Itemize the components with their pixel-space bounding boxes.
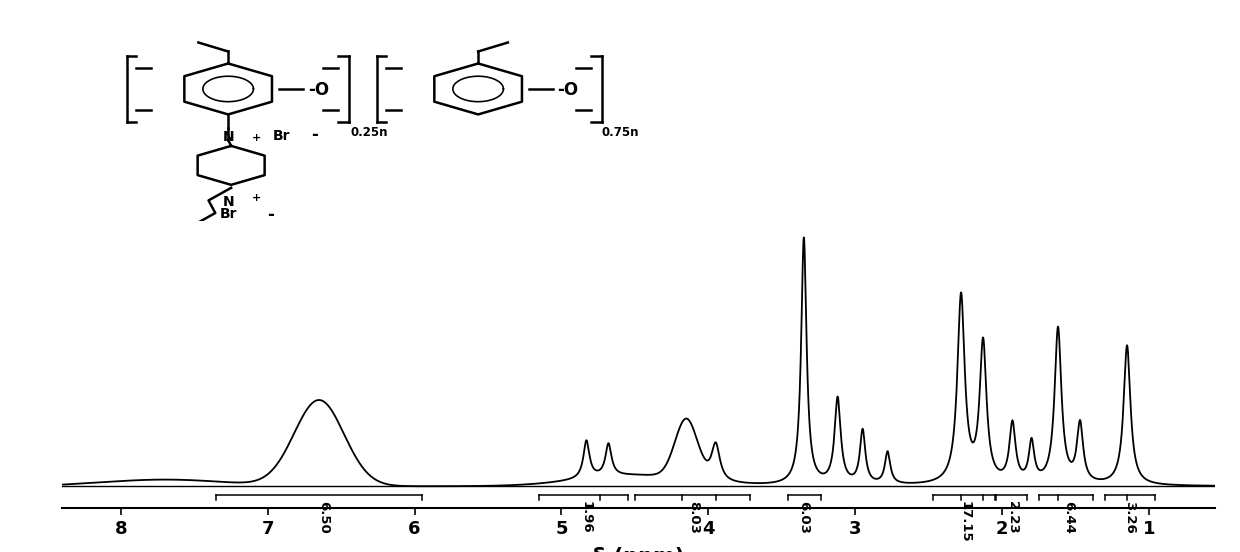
Text: +: + [252,193,262,203]
Text: 0.75n: 0.75n [601,126,640,140]
Text: -O: -O [557,81,578,99]
Text: -: - [267,206,274,225]
Text: Br: Br [219,208,237,221]
Text: 2.23: 2.23 [1006,501,1019,534]
Text: 1.96: 1.96 [580,501,593,534]
Text: 0.25n: 0.25n [350,126,388,140]
Text: 6.03: 6.03 [797,501,811,534]
Text: N: N [222,130,234,145]
Text: Br: Br [273,129,290,143]
Text: 17.15: 17.15 [959,501,972,543]
X-axis label: δ (ppm): δ (ppm) [593,546,684,552]
Text: 3.26: 3.26 [1123,501,1137,534]
Text: 6.50: 6.50 [317,501,330,534]
Text: -: - [311,126,319,145]
Text: +: + [252,133,262,143]
Text: N: N [222,195,234,209]
Text: -O: -O [309,81,330,99]
Text: 8.03: 8.03 [687,501,701,534]
Text: 6.44: 6.44 [1061,501,1075,534]
